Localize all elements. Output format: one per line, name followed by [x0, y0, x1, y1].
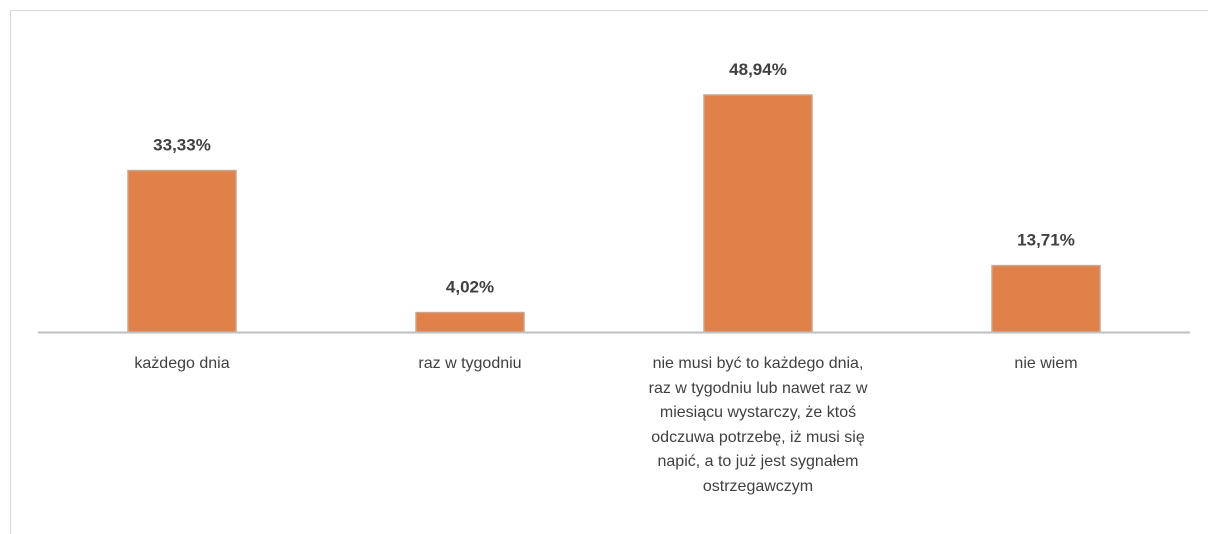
data-label: 4,02% — [446, 278, 494, 297]
data-label: 33,33% — [153, 136, 211, 155]
bar — [703, 94, 813, 333]
x-tick-label: nie wiem — [1014, 355, 1078, 372]
x-tick-label: nie musi być to każdego dnia, raz w tygo… — [648, 355, 868, 495]
x-tick-label: raz w tygodniu — [418, 355, 522, 372]
data-label: 48,94% — [729, 60, 787, 79]
bar — [127, 169, 237, 333]
bar — [415, 311, 525, 333]
data-label: 13,71% — [1017, 231, 1075, 250]
x-tick-label: każdego dnia — [134, 355, 230, 372]
bar — [991, 264, 1101, 333]
